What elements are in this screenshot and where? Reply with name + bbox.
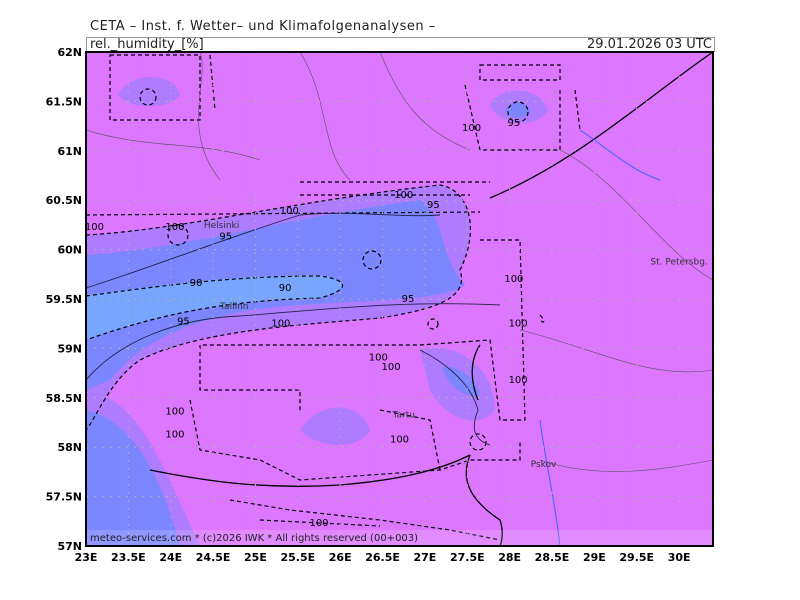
copyright-footer: meteo-services.com * (c)2026 IWK * All r… — [90, 533, 419, 544]
contour-label: 90 — [279, 283, 292, 294]
parameter-label: rel._humidity_[%] — [90, 37, 204, 52]
river — [539, 129, 661, 546]
header-bar — [86, 37, 715, 52]
chart-title: CETA – Inst. f. Wetter– und Klimafolgena… — [90, 19, 436, 34]
x-tick-label: 25E — [244, 551, 267, 564]
map-frame — [85, 51, 714, 547]
contour-label: 95 — [219, 232, 232, 243]
contour-label: 100 — [462, 123, 481, 134]
footer-band — [86, 530, 713, 546]
city-label: Tartu — [392, 411, 415, 421]
city-label: Pskov — [531, 460, 557, 470]
city-label: Helsinki — [204, 221, 239, 231]
y-tick-label: 60N — [57, 244, 82, 257]
y-axis-ticks: 57N 57.5N 58N 58.5N 59N 59.5N 60N 60.5N 61N 61.5N… — [46, 46, 82, 553]
x-tick-label: 27.5E — [450, 551, 485, 564]
y-tick-label: 59N — [57, 342, 82, 355]
x-tick-label: 25.5E — [280, 551, 315, 564]
x-axis-ticks: 23E 23.5E 24E 24.5E 25E 25.5E 26E 26.5E 27E 27.5E… — [75, 551, 691, 564]
x-tick-label: 28E — [498, 551, 521, 564]
x-tick-label: 27E — [414, 551, 437, 564]
contour-label: 95 — [508, 118, 521, 129]
contour-lines — [86, 54, 581, 541]
contour-label: 100 — [504, 274, 523, 285]
y-tick-label: 58N — [57, 441, 82, 454]
y-tick-label: 61.5N — [46, 95, 82, 108]
x-tick-label: 29.5E — [619, 551, 654, 564]
x-tick-label: 23E — [75, 551, 98, 564]
contour-label: 95 — [427, 200, 440, 211]
x-tick-label: 24.5E — [196, 551, 231, 564]
contour-label: 100 — [280, 206, 299, 217]
contour-label: 100 — [309, 518, 328, 529]
coastlines — [86, 212, 501, 446]
x-tick-label: 28.5E — [535, 551, 570, 564]
contour-label: 100 — [165, 429, 184, 440]
y-tick-label: 61N — [57, 145, 82, 158]
x-tick-label: 24E — [159, 551, 182, 564]
contour-label: 100 — [390, 434, 409, 445]
lat-lon-grid — [86, 52, 713, 546]
contour-label: 100 — [165, 222, 184, 233]
y-tick-label: 58.5N — [46, 392, 82, 405]
contour-label: 100 — [271, 319, 290, 330]
x-tick-label: 30E — [668, 551, 691, 564]
x-tick-label: 26E — [329, 551, 352, 564]
city-label: Tallinn — [219, 302, 248, 312]
rh-95-area — [300, 407, 370, 445]
map-field: Helsinki Tallinn Tartu Pskov St. Petersbg. 1… — [85, 52, 713, 546]
y-tick-label: 60.5N — [46, 194, 82, 207]
contour-label: 100 — [509, 319, 528, 330]
contour-label: 90 — [190, 278, 203, 289]
contour-label: 100 — [165, 407, 184, 418]
rh-85-area — [86, 275, 343, 340]
x-tick-label: 23.5E — [111, 551, 146, 564]
city-label: St. Petersbg. — [650, 257, 707, 267]
rh-90-area — [505, 102, 530, 118]
contour-label: 95 — [177, 317, 190, 328]
valid-time: 29.01.2026 03 UTC — [586, 37, 712, 52]
contour-label: 100 — [381, 362, 400, 373]
y-tick-label: 59.5N — [46, 293, 82, 306]
contour-label: 100 — [509, 375, 528, 386]
x-tick-label: 29E — [583, 551, 606, 564]
contour-label: 95 — [402, 294, 415, 305]
rh-95-area — [118, 76, 180, 107]
rh-90-area — [86, 410, 180, 546]
contour-label: 100 — [85, 222, 104, 233]
x-tick-label: 26.5E — [365, 551, 400, 564]
y-tick-label: 57.5N — [46, 491, 82, 504]
cities: Helsinki Tallinn Tartu Pskov St. Petersbg. — [204, 221, 708, 470]
rh-90-area — [442, 366, 480, 397]
region-boundaries — [86, 52, 713, 472]
y-tick-label: 62N — [57, 46, 82, 59]
contour-label: 100 — [394, 190, 413, 201]
contour-label: 100 — [369, 352, 388, 363]
y-tick-label: 57N — [57, 540, 82, 553]
